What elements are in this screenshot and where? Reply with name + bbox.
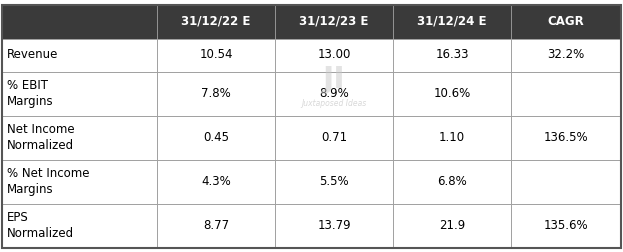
Bar — [393, 204, 511, 247]
Text: 10.6%: 10.6% — [434, 87, 470, 100]
Bar — [2, 115, 157, 160]
Text: 7.8%: 7.8% — [201, 87, 231, 100]
Bar — [393, 5, 511, 39]
Bar — [2, 160, 157, 204]
Bar — [511, 39, 621, 72]
Bar — [275, 204, 393, 247]
Text: 8.9%: 8.9% — [319, 87, 349, 100]
Text: 1.10: 1.10 — [439, 131, 465, 144]
Text: % Net Income
Margins: % Net Income Margins — [7, 167, 90, 196]
Text: 6.8%: 6.8% — [437, 175, 467, 188]
Bar — [157, 115, 275, 160]
Text: 16.33: 16.33 — [435, 48, 468, 61]
Bar — [275, 39, 393, 72]
Text: Revenue: Revenue — [7, 48, 59, 61]
Text: JI: JI — [323, 65, 345, 93]
Text: 135.6%: 135.6% — [544, 219, 588, 232]
Text: 31/12/22 E: 31/12/22 E — [181, 15, 250, 28]
Text: 21.9: 21.9 — [439, 219, 465, 232]
Bar — [511, 5, 621, 39]
Text: 31/12/24 E: 31/12/24 E — [417, 15, 487, 28]
Bar — [157, 72, 275, 115]
Bar — [393, 72, 511, 115]
Bar — [511, 160, 621, 204]
Bar — [2, 5, 157, 39]
Text: EPS
Normalized: EPS Normalized — [7, 211, 74, 240]
Text: 0.71: 0.71 — [321, 131, 347, 144]
Bar — [275, 72, 393, 115]
Text: Net Income
Normalized: Net Income Normalized — [7, 123, 75, 152]
Text: CAGR: CAGR — [548, 15, 584, 28]
Bar — [157, 160, 275, 204]
Text: 32.2%: 32.2% — [548, 48, 584, 61]
Text: 0.45: 0.45 — [203, 131, 229, 144]
Bar — [157, 39, 275, 72]
Text: 13.79: 13.79 — [317, 219, 351, 232]
Bar — [511, 72, 621, 115]
Bar — [275, 160, 393, 204]
Text: 8.77: 8.77 — [203, 219, 229, 232]
Text: % EBIT
Margins: % EBIT Margins — [7, 79, 54, 108]
Bar — [393, 39, 511, 72]
Text: 136.5%: 136.5% — [544, 131, 588, 144]
Text: 31/12/23 E: 31/12/23 E — [299, 15, 369, 28]
Bar — [393, 115, 511, 160]
Bar — [275, 115, 393, 160]
Bar — [275, 5, 393, 39]
Text: 5.5%: 5.5% — [319, 175, 349, 188]
Bar — [393, 160, 511, 204]
Text: Juxtaposed Ideas: Juxtaposed Ideas — [302, 99, 366, 108]
Bar — [157, 5, 275, 39]
Text: 10.54: 10.54 — [199, 48, 233, 61]
Bar — [2, 204, 157, 247]
Bar — [2, 72, 157, 115]
Text: 13.00: 13.00 — [317, 48, 351, 61]
Bar — [157, 204, 275, 247]
Bar — [2, 39, 157, 72]
Bar — [511, 204, 621, 247]
Bar — [511, 115, 621, 160]
Text: 4.3%: 4.3% — [201, 175, 231, 188]
